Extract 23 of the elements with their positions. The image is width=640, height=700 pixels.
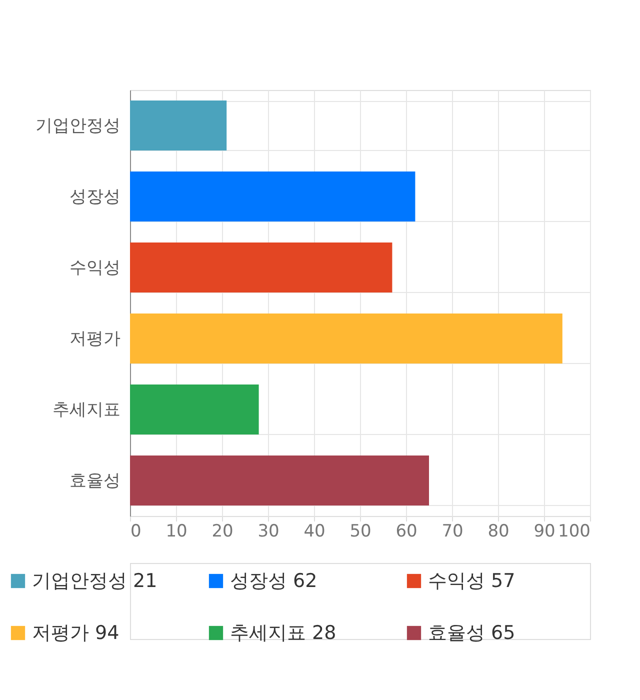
legend-label: 저평가 94 — [32, 622, 120, 644]
y-tick-label: 기업안정성 — [36, 116, 120, 136]
x-tick-label: 100 — [558, 522, 590, 542]
legend-label: 효율성 65 — [428, 622, 516, 644]
y-tick-label: 수익성 — [70, 258, 120, 278]
x-tick-label: 40 — [304, 522, 326, 542]
x-tick-label: 20 — [212, 522, 234, 542]
x-tick-label: 70 — [442, 522, 464, 542]
x-tick-label: 10 — [166, 522, 188, 542]
x-tick-label: 60 — [396, 522, 418, 542]
y-tick-label: 성장성 — [70, 187, 120, 207]
legend-label: 성장성 62 — [230, 570, 318, 592]
x-tick-label: 80 — [488, 522, 510, 542]
legend-label: 추세지표 28 — [230, 622, 336, 644]
x-tick-label: 50 — [350, 522, 372, 542]
x-tick-label: 90 — [534, 522, 556, 542]
y-tick-label: 추세지표 — [52, 400, 120, 420]
legend-label: 기업안정성 21 — [32, 570, 158, 592]
y-tick-label: 효율성 — [70, 471, 120, 491]
x-tick-label: 30 — [258, 522, 280, 542]
x-tick-label: 0 — [130, 522, 142, 542]
y-tick-label: 저평가 — [70, 329, 120, 349]
legend-label: 수익성 57 — [428, 570, 516, 592]
